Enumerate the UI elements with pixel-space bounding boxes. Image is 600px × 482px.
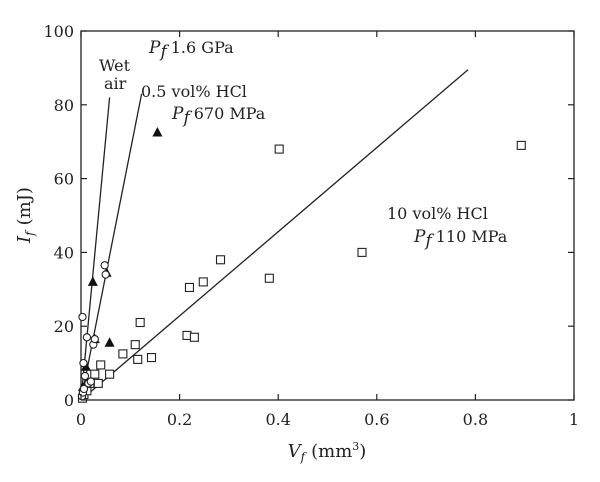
annotation-pf-subscript: f: [181, 108, 192, 128]
data-point-square: [516, 140, 526, 150]
annotation-pf-symbol: P: [148, 38, 161, 58]
data-point-square: [93, 378, 103, 388]
x-tick-label: 0: [76, 410, 86, 429]
y-axis-symbol: I: [14, 235, 35, 244]
y-tick-label: 20: [54, 317, 74, 336]
data-point-square: [357, 247, 367, 257]
data-point-square: [96, 360, 106, 370]
data-point-square: [105, 369, 115, 379]
annotation-pf-670: Pf 670 MPa: [171, 104, 266, 128]
fit-lines: [80, 69, 469, 401]
data-point-square: [135, 317, 145, 328]
annotation-pf-value: 670 MPa: [194, 104, 266, 123]
data-point-square: [198, 277, 208, 287]
data-point-circle: [79, 358, 88, 368]
y-tick-label: 40: [54, 243, 74, 262]
annotation-hcl-05: 0.5 vol% HCl: [141, 82, 247, 101]
data-point-circle: [80, 371, 90, 381]
y-axis-subscript: f: [23, 229, 37, 237]
annotation-pf-value: 110 MPa: [436, 227, 508, 246]
data-point-square: [182, 330, 192, 340]
data-point-square: [130, 340, 140, 350]
x-tick-label: 0.6: [364, 410, 389, 429]
tick-labels: 0 0.2 0.4 0.6 0.8 1 0 20 40 60 80 100: [43, 22, 579, 429]
data-point-triangle: [152, 126, 163, 137]
fit-line-square: [80, 69, 469, 401]
data-markers: [77, 126, 526, 403]
axis-ticks: [80, 30, 575, 401]
data-point-circle: [90, 334, 99, 344]
x-axis-subscript: f: [300, 450, 308, 464]
data-point-square: [274, 144, 284, 154]
data-point-circle: [79, 384, 89, 394]
data-point-square: [264, 273, 274, 283]
annotation-hcl-10: 10 vol% HCl: [387, 204, 488, 223]
y-tick-label: 60: [54, 170, 74, 189]
data-point-square: [90, 369, 100, 379]
data-point-circle: [101, 270, 110, 279]
annotation-wet-air-line2: air: [104, 74, 127, 93]
annotation-pf-subscript: f: [423, 231, 434, 251]
y-axis-title: If (mJ): [14, 187, 37, 244]
data-point-circle: [78, 312, 87, 322]
annotation-pf-value: 1.6 GPa: [171, 38, 234, 57]
annotation-pf-symbol: P: [171, 104, 184, 124]
data-point-triangle: [87, 276, 98, 286]
data-point-square: [133, 354, 143, 364]
data-point-square: [189, 332, 199, 342]
y-axis-unit: (mJ): [14, 187, 35, 225]
x-axis-title: Vf (mm3): [288, 440, 367, 464]
y-tick-label: 80: [54, 96, 74, 115]
x-tick-label: 0.8: [463, 410, 488, 429]
data-point-circle: [86, 377, 96, 386]
data-point-triangle: [104, 337, 115, 347]
data-point-square: [146, 353, 157, 363]
annotation-pf-1-6: Pf 1.6 GPa: [148, 38, 234, 62]
y-tick-label: 0: [64, 391, 74, 410]
x-tick-label: 0.2: [167, 410, 192, 429]
plot-frame: [80, 30, 575, 401]
data-point-square: [215, 255, 226, 265]
x-axis-symbol: V: [288, 441, 303, 462]
x-tick-label: 0.4: [265, 410, 290, 429]
x-tick-label: 1: [569, 410, 579, 429]
annotation-pf-110: Pf 110 MPa: [413, 227, 508, 251]
data-point-circle: [100, 261, 109, 270]
x-axis-unit-close: ): [359, 441, 366, 462]
annotation-wet-air-line1: Wet: [99, 56, 131, 75]
data-point-circle: [82, 333, 92, 342]
data-point-square: [118, 349, 128, 359]
annotation-pf-subscript: f: [158, 42, 169, 62]
annotation-pf-symbol: P: [413, 227, 426, 247]
fit-line-triangle: [80, 93, 143, 401]
x-axis-unit-superscript: 3: [352, 440, 359, 453]
x-axis-unit: (mm: [311, 441, 352, 462]
fit-line-circle: [80, 97, 111, 401]
y-tick-label: 100: [43, 22, 74, 41]
data-point-square: [184, 282, 195, 293]
